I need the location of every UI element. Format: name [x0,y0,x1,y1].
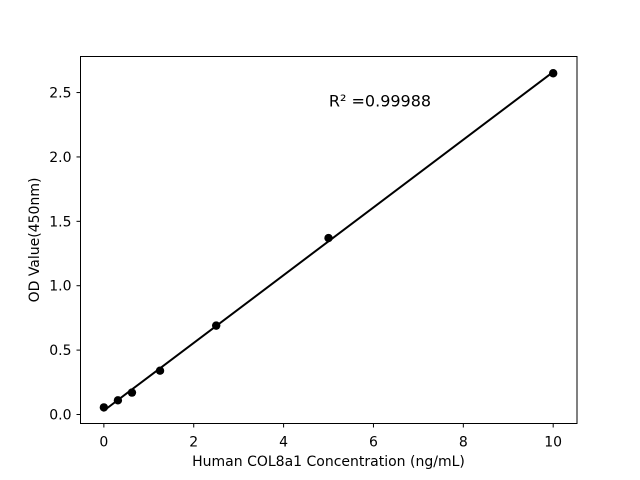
data-point [113,396,123,405]
y-tick-label: 1.5 [49,214,71,230]
y-tick-label: 0.5 [49,343,71,359]
x-axis-label: Human COL8a1 Concentration (ng/mL) [192,454,465,470]
y-tick-label: 2.5 [49,86,71,102]
x-tick-label: 4 [279,435,288,451]
x-tick-label: 10 [544,435,562,451]
x-tick-label: 0 [99,435,108,451]
x-tick-label: 2 [189,435,198,451]
r-squared-annotation: R² =0.99988 [328,91,432,111]
data-point [155,366,165,375]
x-tick-label: 6 [369,435,378,451]
data-point [99,403,109,412]
y-tick-label: 1.0 [49,279,71,295]
data-point [127,388,137,397]
y-tick-label: 0.0 [49,407,71,423]
y-tick-label: 2.0 [49,150,71,166]
data-point [211,321,221,330]
data-point [548,69,558,78]
x-tick-label: 8 [459,435,468,451]
data-point [324,233,333,243]
y-axis-label: OD Value(450nm) [26,177,43,303]
plot-border [80,56,578,424]
